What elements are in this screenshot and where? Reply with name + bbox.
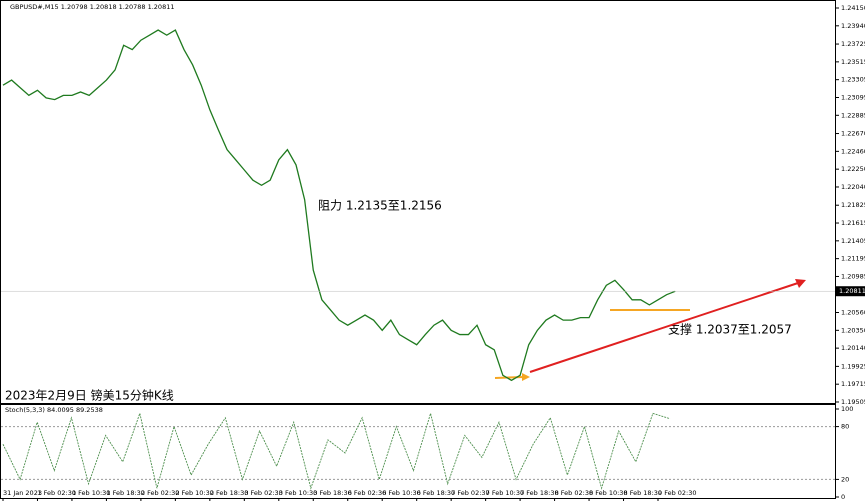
x-tick-label: 6 Feb 02:30 <box>348 489 387 497</box>
x-tick-label: 31 Jan 2023 <box>3 489 42 497</box>
y-tick-label: 1.23725 <box>841 40 865 48</box>
main-frame <box>0 0 836 404</box>
y-tick-label: 1.19925 <box>841 362 865 370</box>
stoch-title: Stoch(5,3,3) 84.0095 89.2538 <box>5 406 103 414</box>
price-line <box>2 411 671 490</box>
x-tick-label: 2 Feb 10:30 <box>175 489 214 497</box>
y-tick-label: 1.23095 <box>841 93 865 101</box>
y-tick-label: 1.19505 <box>841 398 865 406</box>
y-tick-label: 1.20560 <box>841 309 865 317</box>
y-tick-label: 1.23515 <box>841 58 865 66</box>
x-tick-label: 1 Feb 18:30 <box>106 489 145 497</box>
x-tick-label: 3 Feb 10:30 <box>279 489 318 497</box>
y-tick-label: 1.21405 <box>841 237 865 245</box>
low-marker <box>494 376 525 379</box>
y-tick-label: 1.21195 <box>841 255 865 263</box>
y-tick-label: 1.22670 <box>841 130 865 138</box>
y-tick-label: 1.23940 <box>841 22 865 30</box>
x-tick-label: 1 Feb 02:30 <box>37 489 76 497</box>
y-tick-label: 1.20350 <box>841 326 865 334</box>
y-tick-label: 1.21825 <box>841 201 865 209</box>
x-tick-label: 8 Feb 18:30 <box>624 489 663 497</box>
header: GBPUSD#,M15 1.20798 1.20818 1.20788 1.20… <box>10 3 174 11</box>
x-tick-label: 1 Feb 10:30 <box>72 489 111 497</box>
y-tick-label: 1.23305 <box>841 76 865 84</box>
arrow-head <box>795 279 806 288</box>
price-line <box>2 29 676 382</box>
trend-arrow <box>529 282 799 373</box>
y-tick-label: 1.19715 <box>841 380 865 388</box>
y-tick-label: 1.20985 <box>841 272 865 280</box>
x-tick-label: 6 Feb 10:30 <box>382 489 421 497</box>
x-tick-label: 7 Feb 18:30 <box>520 489 559 497</box>
current-price-label: 1.20811 <box>839 287 865 295</box>
stoch-frame <box>0 404 836 499</box>
y-tick-label: 1.22460 <box>841 147 865 155</box>
x-tick-label: 2 Feb 18:30 <box>210 489 249 497</box>
x-tick-label: 3 Feb 02:30 <box>244 489 283 497</box>
x-tick-label: 3 Feb 18:30 <box>313 489 352 497</box>
y-tick-label: 1.22250 <box>841 165 865 173</box>
arrow-head <box>522 373 530 381</box>
y-tick-label: 20 <box>841 475 849 483</box>
x-tick-label: 9 Feb 02:30 <box>658 489 697 497</box>
y-tick-label: 1.22040 <box>841 183 865 191</box>
x-tick-label: 8 Feb 10:30 <box>589 489 628 497</box>
chart-caption: 2023年2月9日 镑美15分钟K线 <box>5 388 174 403</box>
x-tick-label: 8 Feb 02:30 <box>555 489 594 497</box>
y-tick-label: 80 <box>841 423 849 431</box>
support-note: 支撑 1.2037至1.2057 <box>668 322 792 337</box>
x-tick-label: 6 Feb 18:30 <box>417 489 456 497</box>
resistance-note: 阻力 1.2135至1.2156 <box>318 199 442 213</box>
y-tick-label: 1.22885 <box>841 111 865 119</box>
x-tick-label: 2 Feb 02:30 <box>141 489 180 497</box>
current-price-box <box>836 286 865 297</box>
y-tick-label: 1.20140 <box>841 344 865 352</box>
x-tick-label: 7 Feb 10:30 <box>486 489 525 497</box>
y-tick-label: 0 <box>841 493 845 501</box>
y-tick-label: 1.24150 <box>841 4 865 12</box>
x-tick-label: 7 Feb 02:30 <box>451 489 490 497</box>
y-tick-label: 1.21615 <box>841 219 865 227</box>
y-tick-label: 100 <box>841 405 853 413</box>
